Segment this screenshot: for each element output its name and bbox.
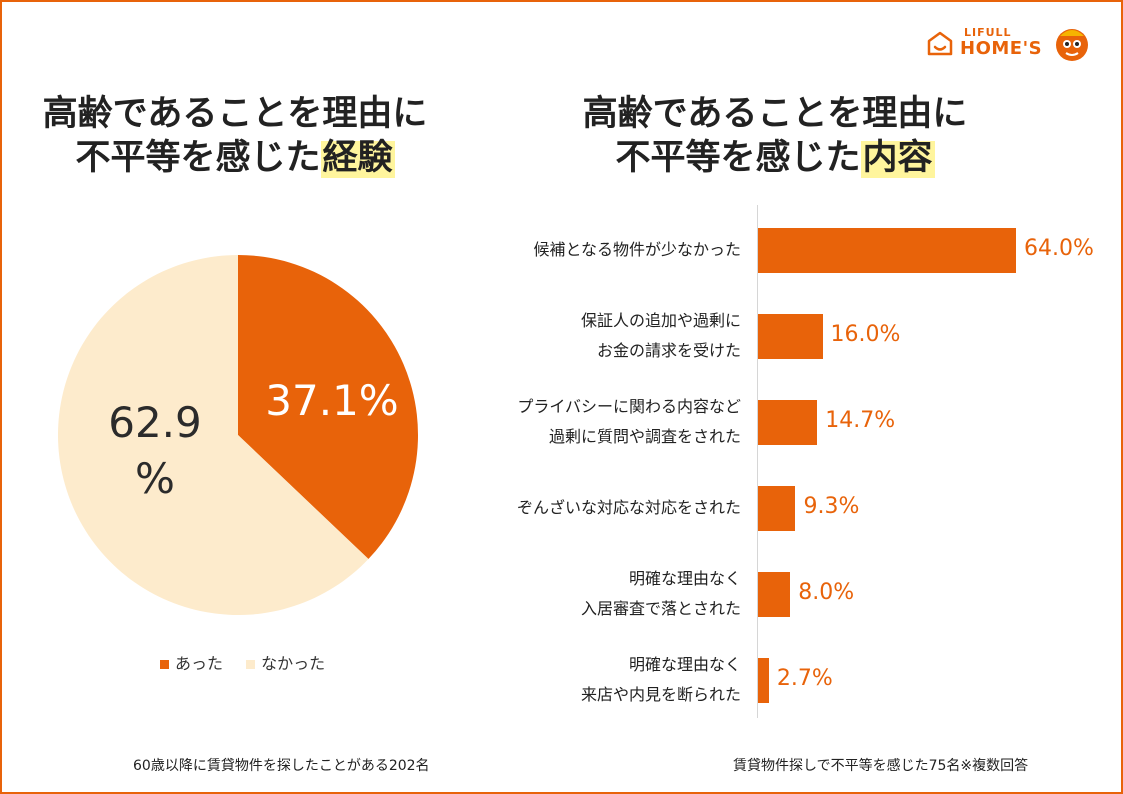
legend-item-nakatta: なかった bbox=[246, 650, 325, 674]
legend-swatch-nakatta bbox=[246, 660, 256, 669]
right-title-line1: 高齢であることを理由に bbox=[582, 94, 968, 134]
bar bbox=[758, 313, 823, 359]
bar-category-label: 明確な理由なく入居審査で落とされた bbox=[441, 564, 741, 624]
bar bbox=[758, 657, 769, 703]
bar-category-label: 明確な理由なく来店や内見を断られた bbox=[441, 650, 741, 710]
bar-category-line: ぞんざいな対応な対応をされた bbox=[516, 498, 741, 517]
bar-category-line: 明確な理由なく bbox=[628, 655, 741, 674]
house-icon bbox=[927, 31, 953, 56]
bar-category-line: お金の請求を受けた bbox=[596, 341, 741, 360]
pie-legend: あった なかった bbox=[160, 650, 343, 674]
right-title-line2: 不平等を感じた内容 bbox=[530, 136, 1020, 180]
pie-label-nakatta: 62.9 % bbox=[90, 395, 220, 507]
pie-label-atta: 37.1% bbox=[265, 376, 399, 425]
bar bbox=[758, 227, 1016, 273]
bar-value-label: 64.0% bbox=[1024, 236, 1094, 261]
pie-label-nakatta-percent: % bbox=[135, 454, 175, 503]
bar-category-line: 来店や内見を断られた bbox=[580, 685, 741, 704]
bar-value-label: 9.3% bbox=[803, 494, 860, 519]
legend-swatch-atta bbox=[160, 660, 169, 669]
bar-category-line: プライバシーに関わる内容など bbox=[517, 397, 741, 416]
bar-category-line: 過剰に質問や調査をされた bbox=[548, 427, 741, 446]
left-title-highlight: 経験 bbox=[320, 138, 395, 178]
legend-label-atta: あった bbox=[175, 654, 224, 673]
right-title-plain: 不平等を感じた bbox=[615, 138, 861, 178]
right-title-highlight: 内容 bbox=[860, 138, 935, 178]
logo-lifull-text: LIFULL bbox=[964, 26, 1012, 39]
bar bbox=[758, 571, 791, 617]
legend-label-nakatta: なかった bbox=[261, 654, 326, 673]
pie-label-nakatta-number: 62.9 bbox=[108, 398, 202, 447]
bar-category-label: 保証人の追加や過剰にお金の請求を受けた bbox=[441, 306, 741, 366]
left-chart-title: 高齢であることを理由に 不平等を感じた経験 bbox=[0, 92, 470, 180]
bar bbox=[758, 485, 796, 531]
logo-homes-text: HOME'S bbox=[960, 38, 1043, 59]
left-title-line1: 高齢であることを理由に bbox=[42, 94, 428, 134]
legend-item-atta: あった bbox=[160, 650, 223, 674]
lifull-homes-logo: LIFULL HOME'S bbox=[926, 24, 1096, 66]
bar-category-label: プライバシーに関わる内容など過剰に質問や調査をされた bbox=[441, 392, 741, 452]
bar-category-label: 候補となる物件が少なかった bbox=[441, 235, 741, 265]
bar-value-label: 14.7% bbox=[825, 408, 896, 433]
bar-category-line: 保証人の追加や過剰に bbox=[580, 311, 741, 330]
bar-chart-axis bbox=[757, 205, 758, 718]
right-chart-title: 高齢であることを理由に 不平等を感じた内容 bbox=[530, 92, 1020, 180]
bar-value-label: 16.0% bbox=[830, 322, 901, 347]
bar-category-line: 候補となる物件が少なかった bbox=[533, 240, 741, 259]
left-title-line2: 不平等を感じた経験 bbox=[0, 136, 470, 180]
mascot-icon bbox=[1056, 29, 1088, 61]
pie-slice-atta bbox=[238, 255, 418, 560]
footnote-right: 賃貸物件探しで不平等を感じた75名※複数回答 bbox=[733, 758, 1029, 774]
pie-slice-nakatta bbox=[57, 255, 369, 615]
bar-value-label: 2.7% bbox=[776, 666, 833, 691]
bar bbox=[758, 399, 818, 445]
bar-category-label: ぞんざいな対応な対応をされた bbox=[441, 493, 741, 523]
bar-category-line: 明確な理由なく bbox=[628, 569, 741, 588]
bar-value-label: 8.0% bbox=[798, 580, 855, 605]
footnote-left: 60歳以降に賃貸物件を探したことがある202名 bbox=[133, 758, 430, 774]
bar-category-line: 入居審査で落とされた bbox=[580, 599, 741, 618]
left-title-plain: 不平等を感じた bbox=[75, 138, 321, 178]
